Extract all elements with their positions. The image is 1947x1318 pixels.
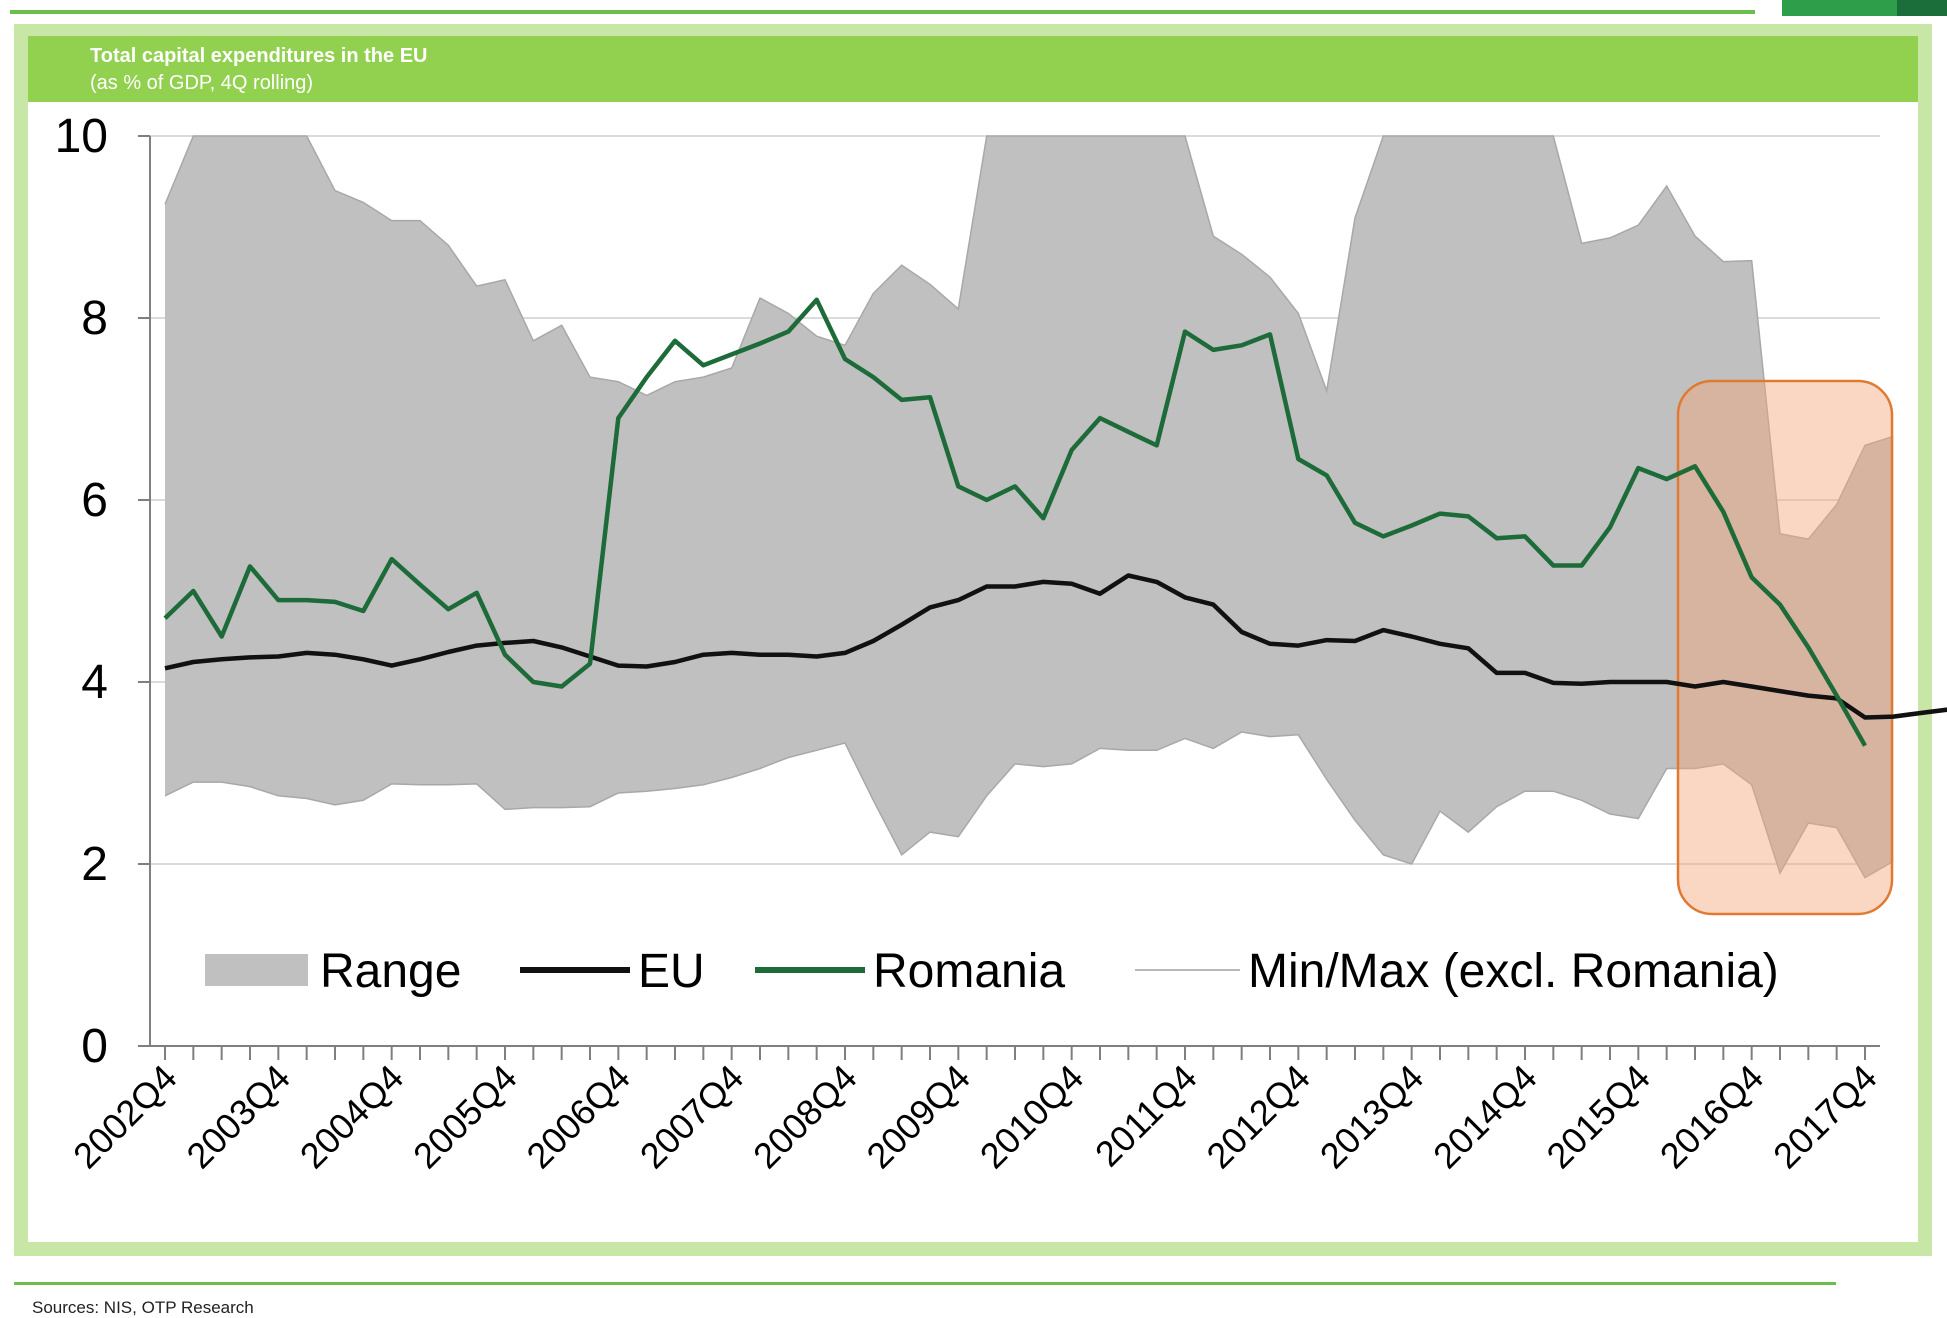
sources-note: Sources: NIS, OTP Research [32,1298,254,1317]
highlight-box [1676,379,1894,916]
top-rule [10,10,1755,14]
x-tick-label: 2013Q4 [1312,1057,1432,1177]
x-tick-label: 2012Q4 [1198,1057,1318,1177]
y-tick-label: 0 [81,1020,108,1073]
max-line [164,135,1894,540]
x-tick-label: 2011Q4 [1087,1057,1205,1175]
x-tick-label: 2004Q4 [292,1057,412,1177]
x-tick-label: 2003Q4 [178,1057,298,1177]
y-tick-label: 6 [81,474,108,527]
series-line-romania [163,297,1867,747]
x-tick-label: 2016Q4 [1652,1057,1772,1177]
legend-swatch-range [205,954,308,986]
x-tick-label: 2015Q4 [1538,1057,1658,1177]
y-tick-label: 10 [55,110,108,163]
chart-header [28,36,1918,102]
legend-label-range: Range [320,945,461,998]
x-tick-label: 2002Q4 [65,1057,185,1177]
chart-subtitle: (as % of GDP, 4Q rolling) [90,72,314,94]
corner-tab-dark [1897,0,1947,16]
y-tick-label: 4 [81,656,108,709]
x-tick-label: 2005Q4 [405,1057,525,1177]
x-tick-label: 2006Q4 [518,1057,638,1177]
chart-title: Total capital expenditures in the EU [90,45,428,67]
legend-label-romania: Romania [873,945,1065,998]
x-tick-label: 2017Q4 [1765,1057,1885,1177]
x-tick-label: 2007Q4 [632,1057,752,1177]
y-tick-label: 8 [81,292,108,345]
y-tick-label: 2 [81,838,108,891]
range-band [165,136,1894,878]
corner-tab [1782,0,1897,16]
min-line [164,731,1894,879]
legend-label-eu: EU [638,945,705,998]
series-line-eu [164,573,1947,720]
bottom-rule [14,1282,1836,1285]
x-tick-label: 2008Q4 [745,1057,865,1177]
legend-label-minmax: Min/Max (excl. Romania) [1248,945,1779,998]
x-tick-label: 2009Q4 [858,1057,978,1177]
x-tick-label: 2014Q4 [1425,1057,1545,1177]
x-tick-label: 2010Q4 [972,1057,1092,1177]
